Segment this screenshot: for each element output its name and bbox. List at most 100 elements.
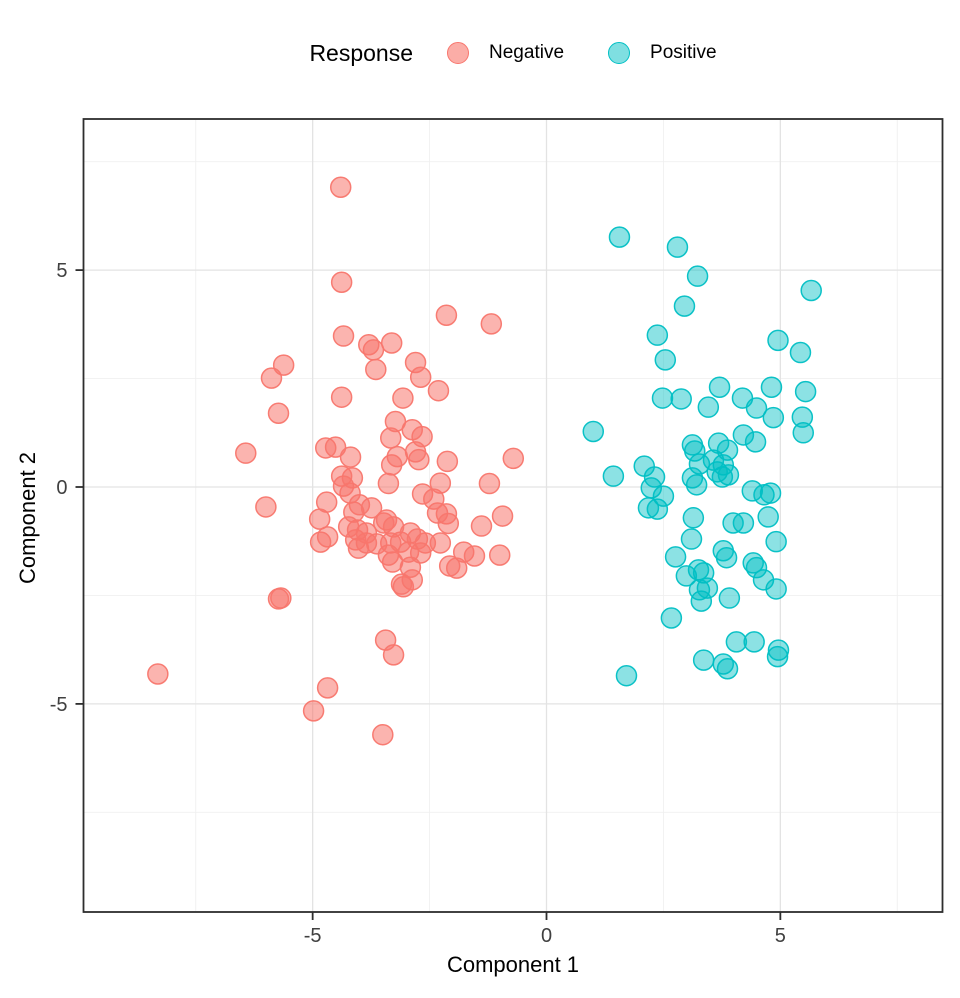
data-point-negative (330, 271, 353, 293)
data-point-negative (380, 427, 402, 449)
data-point-positive (708, 376, 731, 398)
data-point-positive (716, 658, 739, 680)
data-point-negative (330, 386, 353, 408)
data-point-positive (767, 639, 790, 661)
data-point-positive (692, 649, 715, 671)
data-point-positive (711, 466, 734, 488)
data-point-negative (491, 505, 514, 527)
data-point-positive (654, 349, 677, 371)
data-point-positive (762, 406, 785, 429)
data-point-negative (502, 447, 525, 470)
data-point-positive (666, 236, 689, 258)
data-point-negative (260, 367, 283, 389)
data-point-negative (435, 304, 458, 326)
data-point-negative (427, 379, 450, 402)
data-point-positive (732, 424, 755, 446)
data-point-negative (362, 339, 385, 361)
positive-point-icon (608, 42, 631, 64)
data-point-positive (673, 295, 696, 317)
data-point-positive (660, 607, 683, 629)
data-point-positive (646, 324, 669, 346)
x-tick-label: 0 (541, 925, 552, 947)
data-point-negative (255, 496, 277, 518)
panel-border (82, 118, 944, 913)
data-point-positive (792, 422, 815, 444)
y-tick-label: 0 (56, 477, 67, 499)
data-point-negative (436, 450, 459, 473)
data-point-positive (725, 631, 748, 653)
data-point-negative (267, 402, 290, 425)
data-point-positive (732, 512, 755, 534)
data-point-negative (470, 515, 493, 537)
data-point-negative (365, 358, 387, 381)
legend-item-positive: Positive (608, 42, 717, 64)
data-point-negative (147, 663, 169, 685)
data-point-negative (480, 313, 503, 335)
data-point-positive (757, 506, 779, 528)
data-point-negative (452, 541, 475, 563)
data-point-positive (652, 485, 675, 507)
data-point-negative (380, 332, 403, 354)
data-point-negative (429, 532, 452, 554)
data-point-positive (690, 590, 713, 612)
data-point-positive (794, 380, 817, 403)
data-point-positive (646, 498, 669, 520)
data-point-positive (718, 587, 741, 609)
data-point-positive (670, 388, 692, 410)
data-point-negative (409, 366, 432, 388)
legend-item-negative: Negative (447, 42, 564, 64)
data-point-negative (380, 454, 403, 476)
data-point-positive (741, 480, 764, 502)
data-point-negative (316, 677, 339, 699)
data-point-positive (743, 631, 765, 653)
data-point-positive (765, 578, 787, 600)
legend-label-negative: Negative (489, 42, 565, 63)
legend-label-positive: Positive (650, 42, 717, 63)
data-point-negative (360, 497, 383, 519)
data-point-negative (437, 512, 460, 535)
data-point-positive (688, 453, 711, 475)
legend: Response Negative Positive (83, 30, 943, 76)
data-point-negative (270, 587, 292, 609)
legend-title: Response (309, 39, 414, 66)
y-axis-title: Component 2 (15, 451, 40, 585)
data-point-positive (608, 226, 631, 248)
data-point-negative (392, 576, 415, 598)
data-point-negative (478, 472, 501, 495)
data-point-negative (382, 644, 405, 666)
data-point-positive (682, 507, 705, 529)
data-point-positive (745, 397, 768, 419)
data-point-positive (680, 528, 703, 550)
data-point-positive (582, 420, 605, 443)
data-point-positive (702, 449, 725, 471)
data-point-positive (760, 376, 783, 398)
data-point-positive (675, 565, 698, 587)
data-point-positive (637, 497, 660, 519)
data-point-positive (697, 396, 720, 418)
data-point-negative (308, 508, 331, 530)
data-point-negative (324, 436, 347, 458)
data-point-positive (791, 406, 814, 428)
data-point-positive (664, 546, 687, 568)
data-point-positive (615, 664, 638, 687)
x-axis-title: Component 1 (446, 952, 580, 977)
y-tick-label: 5 (56, 260, 67, 282)
data-point-positive (767, 329, 789, 352)
data-point-positive (686, 265, 709, 287)
data-point-negative (377, 472, 400, 495)
data-point-negative (309, 531, 332, 553)
data-point-positive (715, 546, 738, 569)
data-point-positive (744, 431, 767, 453)
data-point-positive (789, 341, 812, 364)
data-point-negative (329, 176, 352, 198)
data-point-positive (696, 577, 719, 599)
x-tick-label: -5 (304, 925, 322, 947)
data-point-positive (651, 387, 674, 409)
negative-point-icon (447, 42, 470, 64)
data-point-negative (235, 442, 257, 464)
data-point-negative (381, 551, 404, 573)
x-tick-label: 5 (775, 925, 786, 947)
data-point-negative (392, 387, 414, 409)
